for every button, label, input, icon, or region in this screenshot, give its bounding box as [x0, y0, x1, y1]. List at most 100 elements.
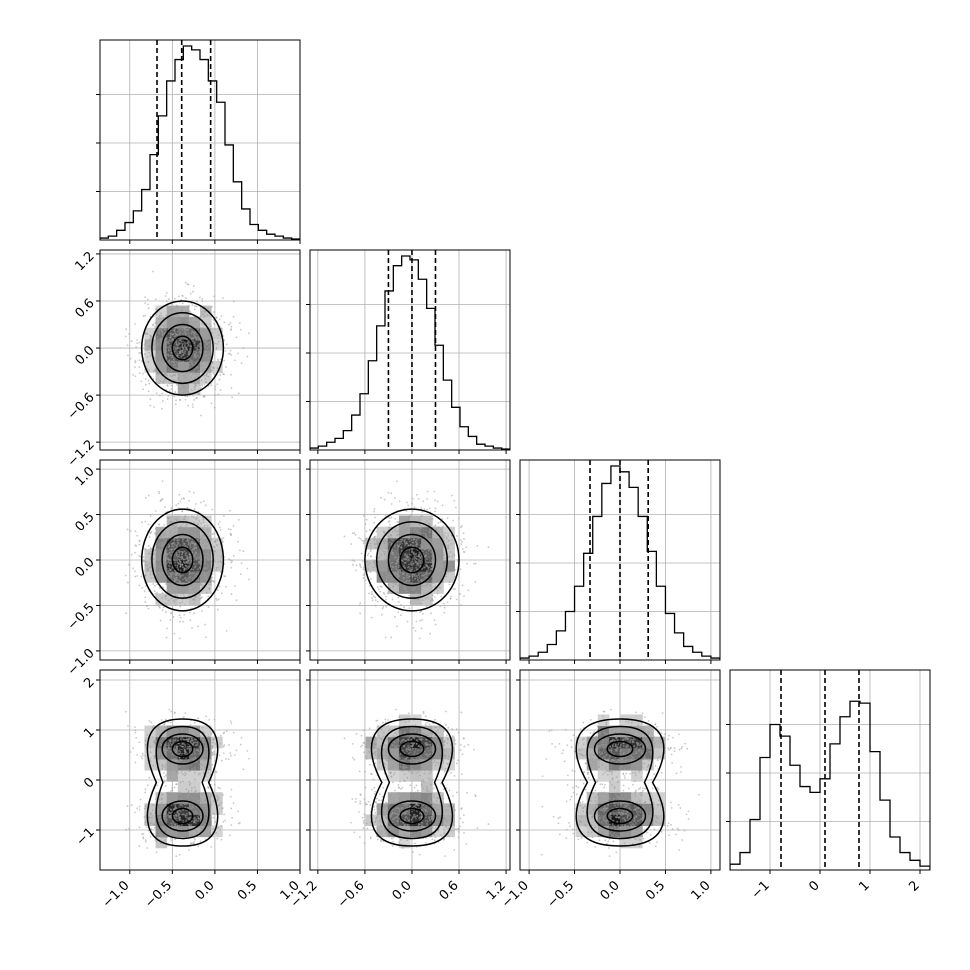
scatter-point — [155, 378, 158, 380]
scatter-point — [143, 559, 146, 562]
scatter-point — [197, 815, 199, 818]
scatter-point — [390, 636, 393, 639]
scatter-point — [166, 538, 169, 540]
scatter-point — [150, 721, 153, 724]
scatter-point — [364, 770, 366, 773]
scatter-point — [174, 391, 177, 393]
scatter-point — [444, 567, 446, 570]
scatter-point — [136, 534, 139, 537]
scatter-point — [215, 317, 218, 319]
density-cell — [177, 593, 190, 605]
scatter-point — [143, 353, 146, 356]
scatter-point — [197, 335, 200, 338]
scatter-point — [181, 813, 184, 816]
scatter-point — [455, 598, 458, 601]
scatter-point — [191, 797, 194, 800]
scatter-point — [429, 535, 432, 537]
scatter-point — [206, 555, 209, 558]
density-cell — [432, 582, 444, 594]
scatter-point — [167, 369, 170, 372]
y-tick-label: −1.0 — [65, 646, 98, 679]
scatter-point — [165, 374, 168, 377]
scatter-point — [190, 332, 193, 335]
scatter-point — [193, 522, 196, 524]
scatter-point — [188, 392, 191, 394]
scatter-point — [194, 331, 197, 333]
scatter-point — [400, 579, 403, 582]
scatter-point — [158, 327, 161, 330]
scatter-point — [163, 367, 165, 370]
scatter-point — [194, 838, 197, 841]
scatter-point — [184, 831, 187, 834]
scatter-point — [155, 372, 158, 375]
density-cell — [211, 327, 223, 340]
scatter-point — [204, 340, 207, 342]
scatter-point — [412, 588, 415, 591]
scatter-point — [192, 290, 194, 293]
scatter-point — [181, 540, 184, 543]
scatter-point — [179, 331, 182, 334]
scatter-point — [225, 366, 227, 368]
scatter-point — [385, 555, 387, 558]
scatter-point — [207, 569, 210, 572]
density-cell — [144, 361, 157, 373]
scatter-point — [162, 738, 165, 740]
scatter-point — [428, 522, 430, 525]
scatter-point — [158, 756, 161, 759]
scatter-point — [202, 792, 205, 795]
scatter-point — [156, 591, 158, 594]
scatter-point — [242, 347, 245, 349]
scatter-point — [188, 849, 190, 851]
scatter-point — [195, 833, 197, 836]
scatter-point — [388, 526, 391, 529]
scatter-point — [144, 383, 147, 386]
scatter-point — [173, 350, 176, 353]
scatter-point — [144, 560, 147, 563]
contour-line — [146, 718, 219, 847]
scatter-point — [248, 578, 250, 581]
scatter-point — [426, 545, 429, 548]
scatter-point — [147, 346, 150, 349]
scatter-point — [138, 808, 141, 811]
scatter-point — [186, 795, 189, 798]
scatter-point — [240, 362, 243, 365]
scatter-point — [222, 541, 224, 543]
scatter-point — [186, 747, 189, 750]
scatter-point — [207, 375, 210, 378]
scatter-point — [183, 545, 186, 548]
scatter-point — [355, 564, 358, 567]
scatter-point — [185, 738, 188, 741]
scatter-point — [171, 742, 174, 745]
scatter-point — [183, 542, 186, 545]
scatter-point — [204, 552, 207, 555]
scatter-point — [181, 745, 184, 748]
scatter-point — [394, 497, 396, 499]
scatter-point — [184, 750, 187, 753]
scatter-point — [187, 404, 190, 407]
scatter-point — [384, 540, 387, 543]
scatter-point — [200, 748, 202, 750]
scatter-point — [415, 566, 418, 569]
scatter-point — [170, 612, 172, 615]
scatter-point — [166, 398, 169, 401]
scatter-point — [181, 731, 184, 733]
scatter-point — [172, 364, 175, 367]
scatter-point — [193, 508, 196, 511]
scatter-point — [142, 556, 145, 558]
scatter-point — [186, 566, 189, 569]
scatter-point — [164, 785, 167, 787]
scatter-point — [374, 599, 377, 602]
scatter-point — [170, 710, 173, 713]
scatter-point — [144, 839, 147, 841]
scatter-point — [143, 344, 146, 346]
scatter-point — [406, 573, 409, 576]
scatter-point — [175, 770, 177, 773]
scatter-point — [405, 540, 408, 543]
scatter-point — [164, 557, 167, 560]
density-cell — [177, 338, 190, 351]
scatter-point — [412, 553, 415, 555]
scatter-point — [392, 582, 395, 585]
scatter-point — [392, 561, 394, 564]
scatter-point — [179, 500, 182, 503]
scatter-point — [409, 579, 411, 582]
